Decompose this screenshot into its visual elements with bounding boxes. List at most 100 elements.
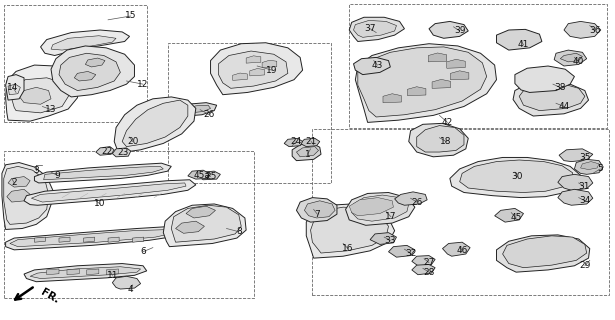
Text: 23: 23 (117, 148, 129, 157)
Text: 19: 19 (266, 66, 277, 75)
Text: 42: 42 (442, 118, 453, 127)
Polygon shape (409, 123, 468, 157)
Polygon shape (417, 125, 464, 152)
Text: 16: 16 (343, 244, 354, 253)
Polygon shape (6, 226, 183, 250)
Polygon shape (262, 60, 277, 68)
Text: 45: 45 (510, 213, 522, 222)
Polygon shape (87, 269, 99, 275)
Text: 25: 25 (205, 172, 216, 181)
Bar (349, 4, 607, 127)
Bar (4, 4, 147, 123)
Text: 17: 17 (385, 212, 397, 221)
Bar (312, 129, 609, 295)
Polygon shape (188, 170, 209, 179)
Polygon shape (30, 267, 141, 278)
Polygon shape (352, 195, 409, 221)
Polygon shape (432, 79, 450, 88)
Polygon shape (429, 21, 468, 38)
Polygon shape (496, 235, 590, 272)
Polygon shape (559, 149, 593, 162)
Text: 43: 43 (371, 60, 383, 69)
Polygon shape (292, 143, 321, 161)
Text: 34: 34 (579, 196, 590, 205)
Text: 20: 20 (127, 137, 138, 146)
Text: 40: 40 (573, 57, 584, 66)
Polygon shape (354, 20, 397, 37)
Polygon shape (41, 30, 130, 55)
Polygon shape (47, 269, 59, 275)
Polygon shape (188, 105, 210, 113)
Text: 21: 21 (306, 137, 317, 146)
Polygon shape (59, 53, 121, 91)
Polygon shape (443, 242, 470, 256)
Polygon shape (515, 66, 574, 92)
Text: 8: 8 (236, 227, 242, 236)
Polygon shape (558, 174, 593, 190)
Polygon shape (408, 87, 426, 96)
Polygon shape (446, 59, 465, 68)
Polygon shape (85, 58, 105, 67)
Polygon shape (67, 269, 79, 275)
Polygon shape (164, 204, 246, 247)
Polygon shape (10, 229, 175, 247)
Text: 35: 35 (579, 153, 590, 162)
Polygon shape (513, 82, 589, 116)
Polygon shape (296, 147, 319, 157)
Polygon shape (502, 236, 587, 268)
Text: 22: 22 (102, 147, 113, 156)
Polygon shape (494, 208, 523, 222)
Text: 32: 32 (405, 249, 416, 258)
Text: 7: 7 (314, 210, 320, 219)
Text: 27: 27 (423, 258, 435, 267)
Polygon shape (96, 147, 114, 155)
Polygon shape (8, 177, 30, 187)
Polygon shape (558, 189, 593, 205)
Text: 36: 36 (589, 26, 600, 35)
Text: 5: 5 (597, 164, 603, 173)
Text: 26: 26 (411, 197, 423, 206)
Polygon shape (300, 138, 320, 147)
Polygon shape (51, 36, 116, 50)
Polygon shape (24, 180, 196, 205)
Polygon shape (412, 265, 435, 275)
Text: 15: 15 (125, 12, 137, 20)
Polygon shape (284, 138, 303, 147)
Text: 28: 28 (423, 268, 435, 277)
Polygon shape (24, 264, 147, 282)
Polygon shape (311, 207, 389, 253)
Text: 3: 3 (33, 166, 39, 175)
Polygon shape (198, 171, 220, 180)
Polygon shape (133, 237, 144, 242)
Polygon shape (6, 65, 79, 121)
Polygon shape (84, 237, 95, 242)
Polygon shape (355, 44, 496, 123)
Text: 39: 39 (454, 27, 466, 36)
Polygon shape (383, 94, 402, 103)
Polygon shape (450, 157, 581, 197)
Text: 4: 4 (128, 285, 133, 294)
Polygon shape (19, 87, 51, 104)
Polygon shape (395, 192, 427, 205)
Text: 44: 44 (558, 102, 569, 111)
Polygon shape (59, 237, 70, 242)
Text: 33: 33 (384, 236, 396, 245)
Text: 18: 18 (440, 137, 452, 146)
Text: 45a: 45a (194, 171, 210, 180)
Text: 29: 29 (579, 261, 590, 270)
Polygon shape (296, 197, 337, 222)
Text: 6: 6 (140, 247, 146, 256)
Text: 14: 14 (7, 83, 18, 92)
Polygon shape (554, 50, 587, 66)
Polygon shape (246, 56, 261, 63)
Text: 24: 24 (291, 137, 302, 146)
Polygon shape (34, 237, 46, 242)
Polygon shape (106, 269, 119, 275)
Polygon shape (349, 197, 394, 216)
Polygon shape (7, 189, 30, 202)
Polygon shape (450, 71, 469, 80)
Polygon shape (12, 78, 69, 113)
Polygon shape (108, 237, 119, 242)
Text: 11: 11 (106, 271, 118, 280)
Text: 13: 13 (46, 105, 57, 114)
